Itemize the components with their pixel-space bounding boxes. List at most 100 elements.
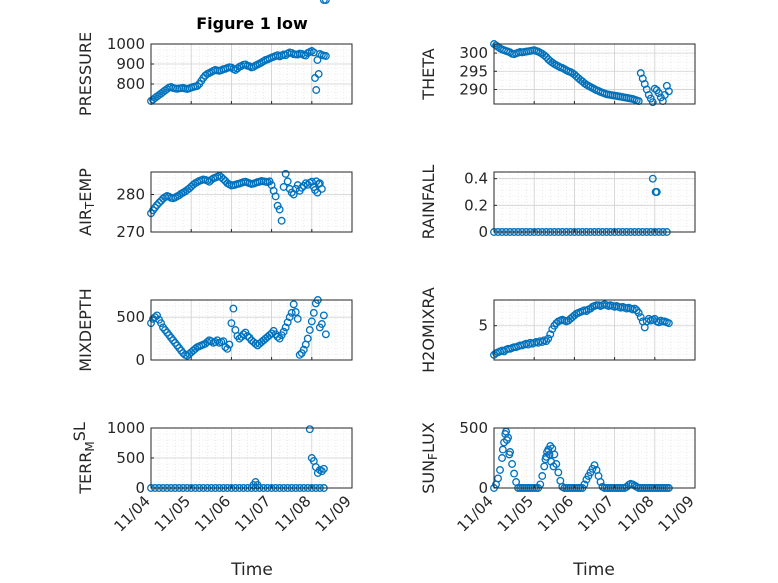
data-point	[277, 216, 286, 225]
data-point	[494, 474, 502, 483]
y-tick-label: 295	[459, 62, 488, 80]
data-point	[235, 334, 244, 343]
y-tick-label: 500	[116, 308, 145, 326]
data-point	[312, 86, 321, 94]
data-point	[285, 313, 294, 322]
y-axis-label: AIRTEMP	[76, 168, 97, 236]
data-point	[227, 319, 236, 328]
axes-frame	[493, 427, 696, 489]
x-tick-label: 11/07	[231, 492, 274, 535]
data-point	[305, 326, 314, 334]
data-point	[225, 340, 234, 349]
x-tick-label: 11/05	[151, 492, 194, 535]
y-axis-label: TERRMSL	[70, 422, 97, 495]
data-point	[540, 462, 549, 471]
y-axis-label-part: SUN	[419, 460, 438, 494]
figure-title: Figure 1 low	[196, 14, 308, 33]
axes-frame	[150, 171, 353, 233]
data-point	[157, 319, 165, 328]
y-tick-label: 270	[116, 223, 145, 241]
data-point	[317, 184, 326, 193]
y-axis-label-part: RAINFALL	[419, 165, 438, 240]
y-axis-label-part: MIXDEPTH	[76, 288, 95, 371]
data-point	[552, 319, 561, 328]
data-point	[319, 311, 328, 320]
data-point	[199, 74, 208, 82]
y-tick-label: 0	[478, 479, 488, 497]
y-tick-label: 800	[116, 75, 145, 93]
data-point	[548, 58, 557, 67]
data-point	[191, 344, 200, 353]
y-tick-label: 280	[116, 186, 145, 204]
data-series	[147, 47, 330, 105]
data-point	[293, 314, 302, 323]
data-point	[542, 53, 551, 62]
axes-frame	[493, 43, 696, 105]
x-tick-label: 11/09	[655, 492, 698, 535]
y-tick-label: 1000	[107, 419, 145, 437]
y-axis-label: MIXDEPTH	[76, 288, 95, 371]
data-point	[307, 177, 316, 186]
data-point	[546, 442, 555, 450]
data-point	[634, 308, 643, 317]
data-point	[239, 330, 248, 339]
data-point	[650, 84, 659, 93]
data-point	[283, 318, 292, 327]
data-point	[271, 192, 280, 201]
data-point	[305, 425, 314, 434]
x-tick-label: 11/06	[191, 492, 234, 535]
data-point	[303, 334, 312, 343]
data-point	[317, 320, 326, 328]
data-point	[307, 47, 316, 55]
data-point	[155, 198, 163, 207]
data-point	[317, 467, 326, 476]
data-point	[221, 343, 230, 352]
data-point	[319, 464, 328, 473]
data-point	[233, 64, 242, 73]
y-tick-label: 0	[478, 223, 488, 241]
data-point	[652, 188, 661, 196]
x-axis-label-left: Time	[230, 560, 273, 580]
data-point	[153, 201, 161, 209]
y-axis-label: RAINFALL	[419, 165, 438, 240]
y-axis-label: SUNFLUX	[419, 422, 440, 494]
x-axis-label-right: Time	[572, 560, 615, 580]
data-point	[648, 98, 657, 107]
data-point	[287, 308, 296, 317]
y-tick-label: 900	[116, 55, 145, 73]
data-point	[498, 445, 507, 454]
data-point	[496, 466, 504, 474]
data-point	[596, 478, 605, 486]
y-tick-label: 5	[478, 317, 488, 335]
data-point	[265, 177, 274, 186]
data-point	[648, 174, 657, 183]
data-point	[545, 450, 554, 459]
subplot-3: 270 280 AIRTEMP	[76, 0, 353, 241]
data-point	[229, 304, 238, 313]
x-tick-label: 11/04	[454, 492, 497, 535]
data-point	[299, 345, 308, 354]
y-axis-label-part: F	[426, 453, 440, 460]
axes-frame	[493, 171, 696, 233]
data-point	[538, 472, 547, 480]
y-tick-label: 0	[135, 351, 145, 369]
data-point	[291, 308, 300, 316]
data-point	[193, 82, 202, 90]
data-point	[586, 304, 595, 313]
data-point	[498, 454, 506, 462]
y-tick-label: 0	[135, 479, 145, 497]
data-point	[297, 183, 306, 192]
x-tick-label: 11/08	[271, 492, 314, 535]
y-axis-label: THETA	[419, 48, 438, 100]
x-tick-label: 11/05	[494, 492, 537, 535]
data-series	[147, 0, 330, 225]
x-tick-label: 11/07	[574, 492, 617, 535]
data-point	[502, 436, 511, 444]
data-point	[544, 334, 553, 343]
data-series	[490, 40, 673, 107]
y-tick-label: 500	[459, 419, 488, 437]
